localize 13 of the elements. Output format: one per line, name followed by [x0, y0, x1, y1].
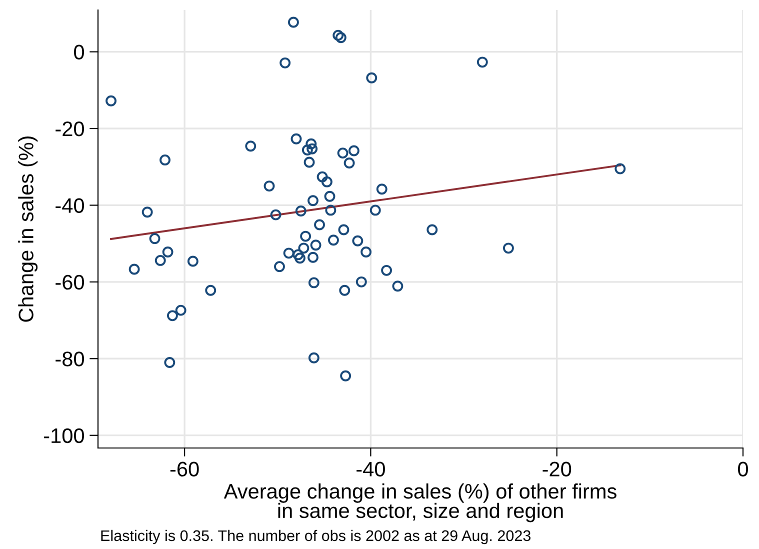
- y-tick-label: -100: [44, 428, 84, 444]
- x-axis-title: Average change in sales (%) of other firms in same sector, size and region: [224, 483, 616, 522]
- x-tick-label: -20: [542, 462, 572, 476]
- x-tick-label: -40: [356, 462, 385, 476]
- y-tick-label: -20: [56, 122, 84, 136]
- y-tick-label: -80: [56, 352, 84, 366]
- text: Elasticity is 0.35. The number of obs is 2002 as at 29 Aug. 2023: [101, 530, 530, 544]
- y-tick-label: -40: [56, 198, 84, 213]
- x-tick-label: 0: [738, 462, 748, 476]
- y-axis-title: Change in sales (%): [18, 136, 38, 322]
- y-tick-label: 0: [74, 44, 84, 60]
- x-tick-label: -60: [170, 462, 199, 476]
- y-tick-label: -60: [56, 274, 84, 290]
